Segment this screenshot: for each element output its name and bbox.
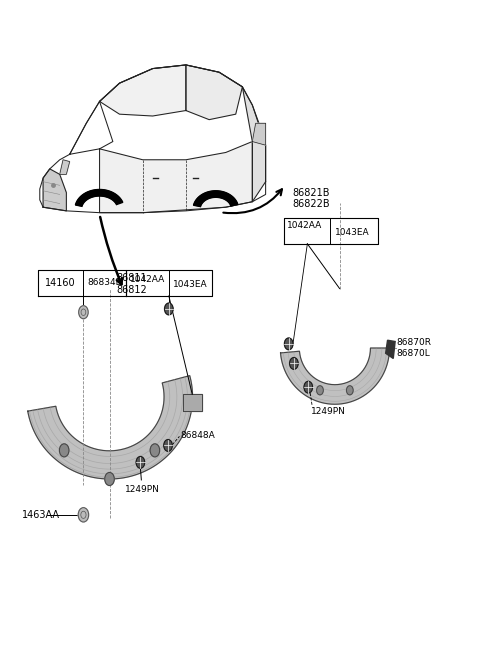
Polygon shape bbox=[75, 189, 123, 206]
Circle shape bbox=[79, 306, 88, 319]
Circle shape bbox=[317, 386, 324, 395]
Text: 1249PN: 1249PN bbox=[125, 485, 160, 494]
Text: 1042AA: 1042AA bbox=[288, 221, 323, 230]
Polygon shape bbox=[99, 65, 186, 116]
Text: 86834E: 86834E bbox=[88, 279, 122, 287]
Circle shape bbox=[60, 444, 69, 457]
Circle shape bbox=[150, 444, 160, 457]
Text: 1043EA: 1043EA bbox=[335, 227, 370, 237]
Polygon shape bbox=[28, 376, 192, 479]
Circle shape bbox=[304, 381, 312, 393]
Polygon shape bbox=[280, 348, 389, 404]
Text: 86821B
86822B: 86821B 86822B bbox=[292, 188, 330, 210]
Polygon shape bbox=[193, 191, 238, 206]
Text: 1463AA: 1463AA bbox=[22, 510, 60, 520]
Polygon shape bbox=[60, 160, 70, 174]
Text: 1249PN: 1249PN bbox=[311, 407, 346, 416]
Text: 1043EA: 1043EA bbox=[173, 281, 207, 289]
Polygon shape bbox=[43, 169, 66, 211]
Text: 86811
86812: 86811 86812 bbox=[117, 273, 147, 295]
Polygon shape bbox=[183, 394, 202, 411]
Polygon shape bbox=[242, 87, 265, 202]
Polygon shape bbox=[99, 141, 252, 213]
Text: 86870R
86870L: 86870R 86870L bbox=[396, 338, 432, 358]
Polygon shape bbox=[385, 340, 395, 359]
Circle shape bbox=[136, 457, 144, 468]
Text: 86848A: 86848A bbox=[180, 431, 215, 440]
Text: 14160: 14160 bbox=[45, 278, 76, 288]
Text: 1042AA: 1042AA bbox=[130, 275, 165, 284]
Polygon shape bbox=[186, 65, 242, 120]
Circle shape bbox=[289, 357, 298, 369]
Circle shape bbox=[164, 440, 172, 451]
Circle shape bbox=[285, 338, 293, 350]
Circle shape bbox=[347, 386, 353, 395]
Circle shape bbox=[165, 303, 173, 315]
Circle shape bbox=[78, 508, 89, 522]
Polygon shape bbox=[252, 124, 265, 145]
Circle shape bbox=[105, 472, 114, 486]
